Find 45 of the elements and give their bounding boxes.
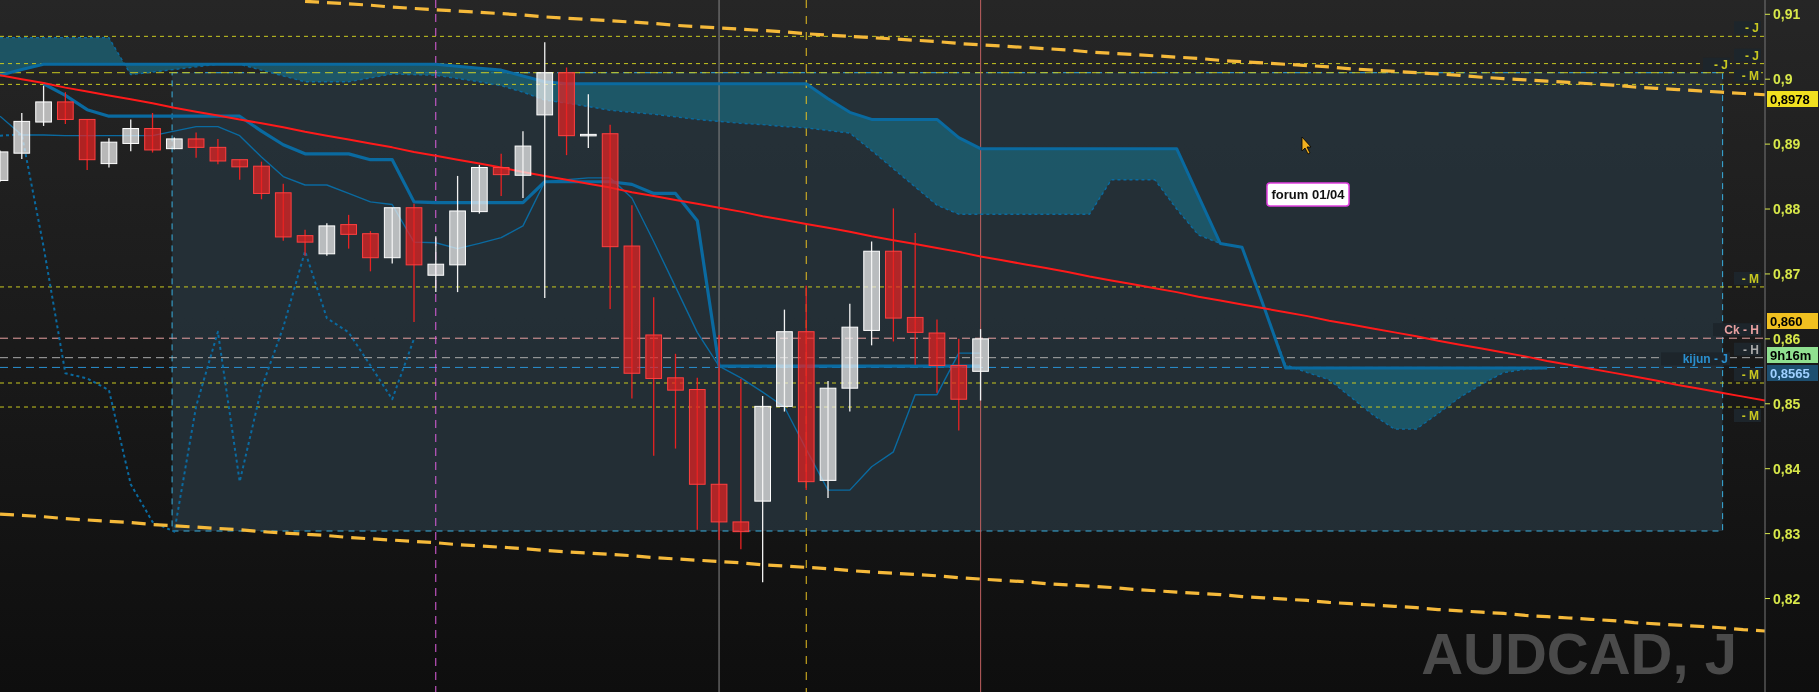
ref-line-label: - H: [1743, 342, 1759, 357]
y-tick-label: 0,83: [1773, 525, 1801, 542]
ref-line-label: - M: [1741, 69, 1759, 84]
candlestick: [667, 353, 684, 450]
candlestick: [427, 235, 445, 293]
ref-line-label: - M: [1741, 409, 1759, 424]
y-tick-label: 0,89: [1773, 136, 1801, 153]
candlestick: [231, 159, 249, 181]
candlestick: [732, 378, 750, 550]
y-tick-label: 0,91: [1773, 6, 1801, 23]
text: 0,8978: [1770, 92, 1810, 107]
candlestick: [209, 138, 227, 165]
y-tick-label: 0,88: [1773, 201, 1801, 218]
candlestick: [492, 153, 510, 197]
line-series: [303, 0, 1765, 97]
candlestick: [340, 214, 357, 250]
ref-line-label: - M: [1741, 368, 1759, 382]
line-series: [0, 512, 1765, 633]
candlestick: [100, 137, 118, 169]
candlestick: [187, 131, 205, 159]
annotation: forum 01/04: [1271, 187, 1346, 202]
ref-line-label: Ck - H: [1724, 323, 1759, 338]
candlestick: [35, 85, 52, 127]
y-tick-label: 0,84: [1773, 460, 1801, 477]
y-tick-label: 0,87: [1773, 265, 1801, 282]
candlestick: [122, 118, 140, 152]
candlestick: [579, 93, 597, 149]
y-tick-label: 0,82: [1773, 590, 1801, 607]
ref-line-label: kijun - J: [1682, 352, 1728, 367]
text: 9h16m: [1770, 348, 1812, 363]
ref-line-label: - M: [1741, 271, 1759, 286]
candlestick: [57, 91, 74, 125]
candlestick: [144, 112, 161, 154]
line-series: [0, 133, 416, 533]
ref-line-label: - J: [1744, 48, 1759, 63]
y-tick-label: 0,86: [1773, 330, 1801, 347]
text: AUDCAD, J: [1421, 621, 1737, 686]
text: 0,860: [1770, 314, 1803, 329]
ref-line-label: - J: [1713, 57, 1728, 72]
y-tick-label: 0,85: [1773, 395, 1801, 412]
candlestick: [296, 229, 314, 257]
candlestick: [906, 232, 924, 366]
text: 0,8565: [1770, 366, 1810, 381]
y-tick-label: 0,9: [1773, 71, 1793, 88]
ref-line-label: - J: [1744, 21, 1759, 36]
